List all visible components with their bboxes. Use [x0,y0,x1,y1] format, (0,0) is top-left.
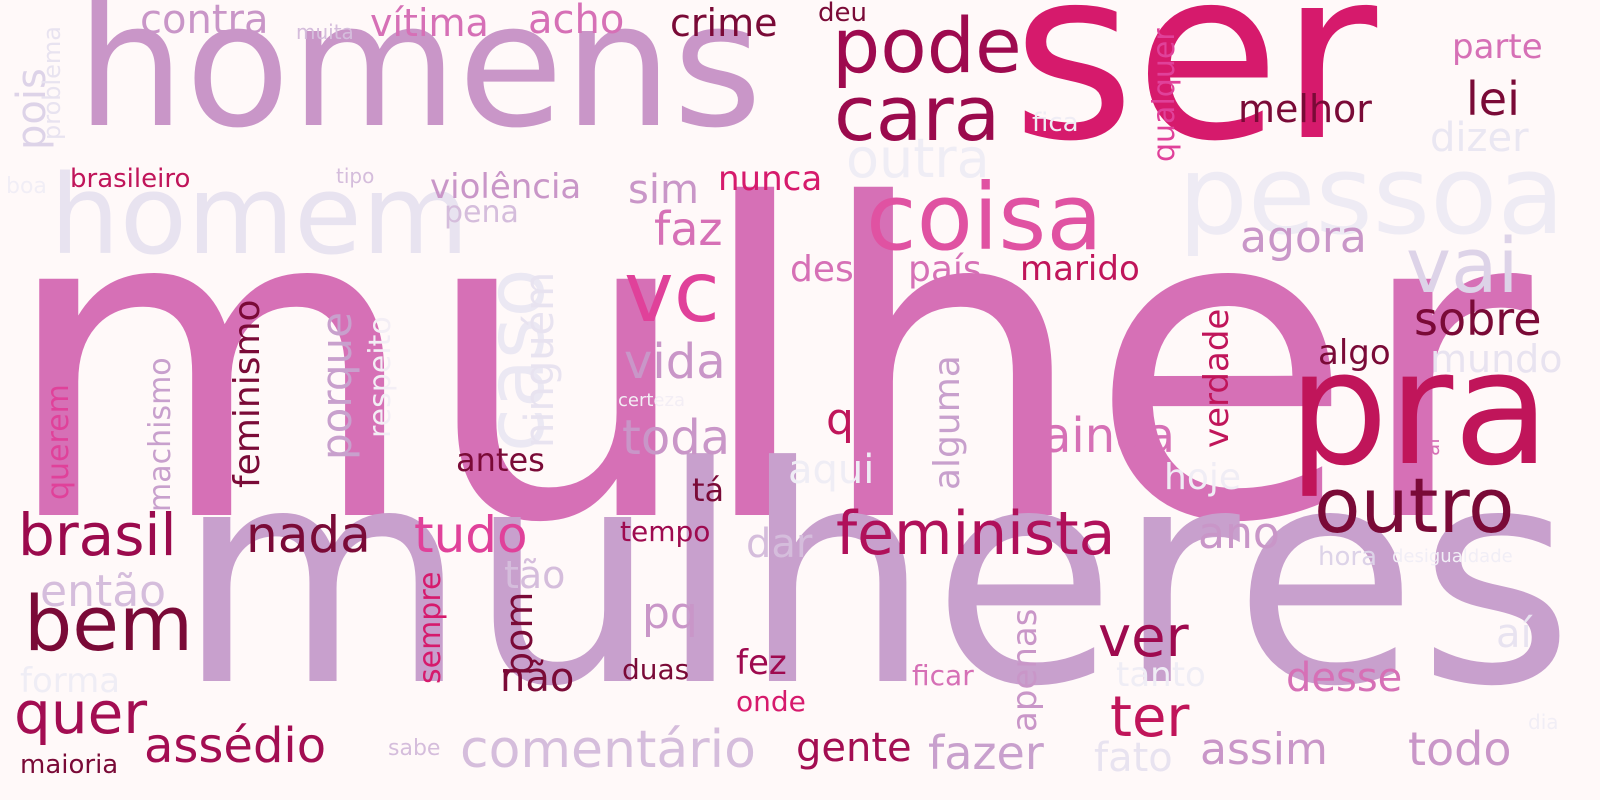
word-comentário: comentário [460,720,756,780]
word-dessa: dessa [790,249,895,290]
word-porque: porque [312,311,361,460]
word-tipo: tipo [336,164,375,188]
word-tempo: tempo [620,515,711,548]
word-desigualdade: desigualdade [1392,546,1513,567]
word-nunca: nunca [718,159,823,199]
word-ainda: ainda [1042,408,1176,464]
word-pena: pena [444,195,519,230]
word-ser: ser [1012,0,1378,193]
word-brasileiro: brasileiro [70,164,191,194]
word-sobre: sobre [1414,292,1542,346]
word-duas: duas [622,653,690,686]
word-vai: vai [1406,221,1519,310]
word-dar: dar [746,521,813,567]
word-verdade: verdade [1197,308,1237,448]
word-agora: agora [1240,212,1367,263]
word-pra: pra [1288,317,1551,501]
word-respeito: respeito [363,316,398,438]
word-mulher: mulher [0,114,1532,617]
word-q: q [826,394,854,445]
word-nada: nada [246,506,371,564]
word-cara: cara [834,69,1001,158]
word-melhor: melhor [1238,87,1372,131]
word-parte: parte [1452,27,1543,67]
word-sempre: sempre [413,571,448,685]
word-aqui: aqui [788,447,875,493]
word-país: país [908,249,982,290]
word-sabe: sabe [388,736,441,761]
word-bem: bem [24,579,194,668]
word-marido: marido [1020,249,1140,289]
word-brasil: brasil [18,501,177,569]
word-vítima: vítima [370,1,489,45]
word-feminismo: feminismo [227,299,268,488]
word-deu: deu [818,0,867,28]
word-sim: sim [628,167,699,213]
word-tá: tá [692,471,725,509]
word-certeza: certeza [618,390,685,411]
word-fica: fica [1032,108,1079,138]
word-toda: toda [622,410,731,466]
word-ficar: ficar [912,659,974,692]
word-ver: ver [1098,605,1189,670]
word-ano: ano [1198,508,1280,559]
word-fato: fato [1094,735,1173,781]
word-assim: assim [1200,724,1328,775]
word-tão: tão [504,553,566,597]
word-ter: ter [1110,685,1190,750]
word-algo: algo [1318,333,1391,373]
word-mulheres: mulheres [176,403,1575,752]
word-muita: muita [296,20,354,44]
word-boa: boa [6,174,47,199]
word-acho: acho [528,0,625,43]
word-forma: forma [20,661,121,701]
word-aí: aí [1496,611,1532,657]
word-vida: vida [624,334,726,390]
word-vc: vc [624,243,720,341]
word-hora: hora [1318,542,1378,572]
word-pode: pode [832,1,1022,90]
word-maioria: maioria [20,750,119,780]
word-mundo: mundo [1430,337,1563,381]
word-dizer: dizer [1430,115,1529,161]
word-ai: ai [1420,438,1444,456]
word-homem: homem [50,151,469,279]
word-onde: onde [736,685,806,718]
word-machismo: machismo [143,357,178,512]
word-fez: fez [736,643,787,683]
word-todo: todo [1408,722,1512,776]
word-tudo: tudo [414,506,528,564]
word-apenas: apenas [1005,608,1045,732]
word-homens: homens [76,0,763,166]
word-gente: gente [796,725,912,771]
word-problema: problema [38,25,66,140]
word-pq: pq [642,588,698,639]
word-desse: desse [1286,655,1403,701]
word-violência: violência [430,167,582,207]
word-dia: dia [1528,710,1559,734]
word-pessoa: pessoa [1178,131,1565,259]
word-lei: lei [1466,72,1520,126]
word-ninguém: ninguém [517,271,563,448]
word-feminista: feminista [836,499,1116,569]
word-assédio: assédio [144,718,327,774]
word-quer: quer [14,679,148,747]
word-querem: querem [41,384,76,500]
word-tanto: tanto [1116,655,1206,695]
word-então: então [40,566,167,617]
word-crime: crime [670,1,778,45]
word-hoje: hoje [1164,457,1241,498]
word-contra: contra [140,0,269,43]
word-alguma: alguma [927,355,968,490]
word-faz: faz [654,202,723,256]
word-antes: antes [456,441,545,479]
word-fazer: fazer [928,726,1044,780]
word-não: não [500,655,575,701]
word-outra: outra [846,127,990,190]
word-outro: outro [1314,461,1515,550]
word-coisa: coisa [866,164,1103,271]
word-qualquer: qualquer [1147,28,1182,162]
